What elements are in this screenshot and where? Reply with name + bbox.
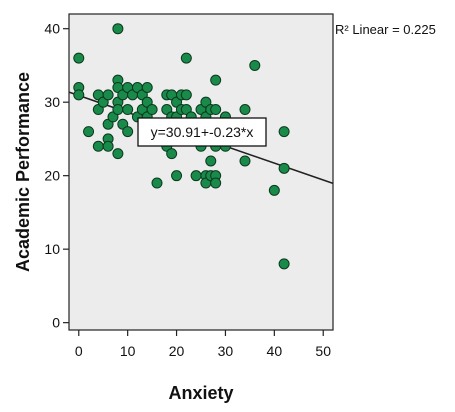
equation-label: y=30.91+-0.23*x [151, 124, 254, 140]
data-point [210, 74, 222, 86]
data-point [73, 52, 85, 64]
data-point [83, 126, 95, 138]
plot-background [68, 13, 334, 331]
data-point [205, 155, 217, 167]
data-point [166, 148, 178, 160]
y-tick-label: 10 [44, 241, 60, 257]
data-point [180, 89, 192, 101]
data-point [141, 81, 153, 93]
y-tick-label: 30 [44, 94, 60, 110]
data-point [239, 155, 251, 167]
x-tick-label: 40 [267, 343, 283, 359]
data-point [112, 148, 124, 160]
data-point [151, 177, 163, 189]
data-point [278, 126, 290, 138]
data-point [249, 59, 261, 71]
data-point [122, 126, 134, 138]
data-point [102, 140, 114, 152]
data-point [210, 104, 222, 116]
data-point [73, 89, 85, 101]
y-tick-label: 20 [44, 168, 60, 184]
data-point [112, 23, 124, 35]
y-axis-label: Academic Performance [13, 72, 33, 272]
data-point [102, 89, 114, 101]
fit-r2-label: R² Linear = 0.225 [335, 22, 436, 37]
data-point [190, 170, 202, 182]
data-point [278, 162, 290, 174]
x-tick-label: 20 [169, 343, 185, 359]
data-point [171, 170, 183, 182]
data-point [278, 258, 290, 270]
data-point [239, 104, 251, 116]
data-point [210, 177, 222, 189]
data-point [92, 140, 104, 152]
x-tick-label: 0 [75, 343, 83, 359]
data-point [112, 104, 124, 116]
data-point [268, 184, 280, 196]
data-point [122, 104, 134, 116]
equation-box: y=30.91+-0.23*x [137, 117, 267, 147]
data-point [180, 52, 192, 64]
x-tick-label: 10 [120, 343, 136, 359]
x-tick-label: 50 [315, 343, 331, 359]
data-point [146, 104, 158, 116]
y-tick-label: 0 [52, 315, 60, 331]
x-tick-label: 30 [218, 343, 234, 359]
x-axis-label: Anxiety [168, 383, 233, 403]
y-tick-label: 40 [44, 21, 60, 37]
